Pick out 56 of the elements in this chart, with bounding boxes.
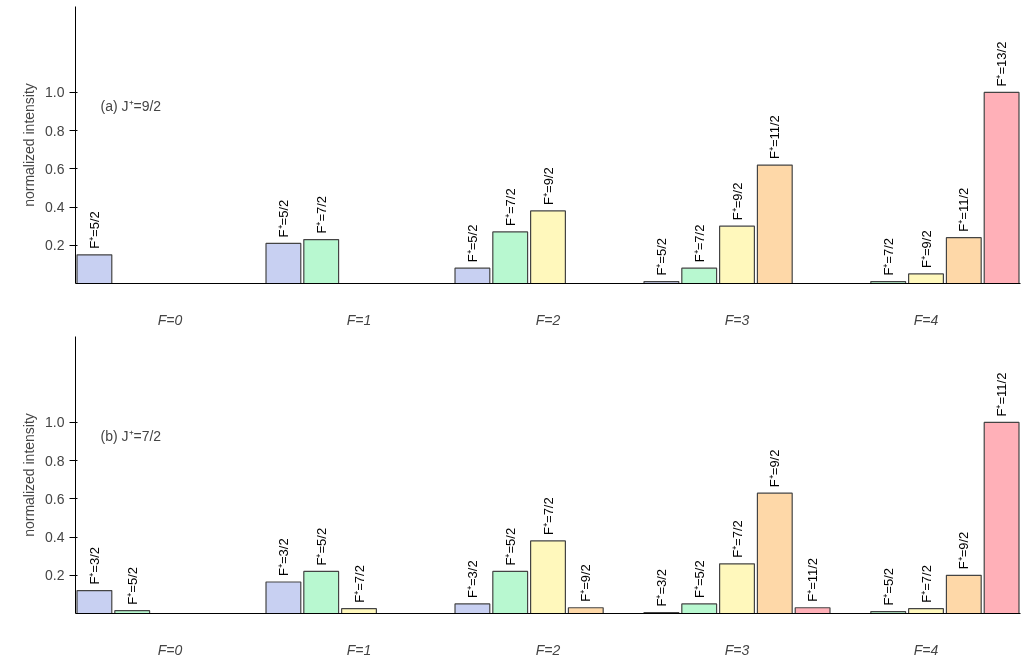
text: F⁺=5/2	[275, 199, 291, 238]
text: F⁺=7/2	[880, 237, 896, 276]
text: F⁺=3/2	[464, 560, 480, 598]
text: F⁺=3/2	[275, 538, 291, 576]
text: F⁺=7/2	[729, 520, 745, 558]
text: F⁺=7/2	[313, 195, 329, 234]
text: F⁺=7/2	[691, 224, 707, 263]
y-axis-title: normalized intensity	[21, 83, 38, 207]
y-tick-label: 1.0	[45, 414, 65, 431]
x-tick-label: F=2	[535, 641, 561, 658]
x-tick-label: F=2	[535, 311, 561, 328]
y-tick-label: 0.4	[45, 529, 65, 546]
y-tick-label: 0.2	[45, 237, 65, 254]
text: F⁺=3/2	[86, 546, 102, 585]
text: F⁺=9/2	[767, 449, 783, 488]
text: F⁺=7/2	[502, 188, 518, 226]
annotation: (a) J⁺=9/2	[100, 98, 162, 115]
text: F⁺=9/2	[578, 564, 594, 602]
y-tick-label: 0.8	[45, 122, 65, 139]
text: F⁺=5/2	[880, 567, 896, 606]
text: F⁺=11/2	[956, 187, 972, 232]
text: F⁺=11/2	[767, 115, 783, 160]
x-tick-label: F=1	[346, 311, 372, 328]
y-tick-label: 1.0	[45, 84, 65, 101]
x-tick-label: F=1	[346, 641, 372, 658]
text: F⁺=5/2	[124, 567, 140, 605]
annotation: (b) J⁺=7/2	[100, 428, 162, 445]
text: F⁺=9/2	[540, 167, 556, 205]
text: F⁺=5/2	[464, 224, 480, 263]
text: F⁺=5/2	[86, 211, 102, 249]
x-tick-label: F=3	[724, 311, 750, 328]
x-tick-label: F=0	[157, 641, 183, 658]
text: F⁺=7/2	[351, 565, 367, 603]
y-tick-label: 0.4	[45, 199, 65, 216]
text: F⁺=5/2	[653, 237, 669, 276]
text: F⁺=11/2	[805, 557, 821, 602]
y-tick-label: 0.8	[45, 452, 65, 469]
text: F⁺=3/2	[653, 568, 669, 607]
y-tick-label: 0.2	[45, 567, 65, 584]
y-axis-title: normalized intensity	[21, 413, 38, 537]
text: F⁺=9/2	[918, 230, 934, 268]
text: F⁺=5/2	[691, 560, 707, 598]
text: F⁺=5/2	[502, 527, 518, 566]
x-tick-label: F=4	[913, 641, 939, 658]
y-tick-label: 0.6	[45, 160, 65, 177]
x-tick-label: F=3	[724, 641, 750, 658]
text: F⁺=11/2	[994, 372, 1010, 417]
y-tick-label: 0.6	[45, 490, 65, 507]
x-tick-label: F=0	[157, 311, 183, 328]
text: F⁺=13/2	[994, 41, 1010, 87]
text: F⁺=9/2	[956, 531, 972, 570]
text: F⁺=7/2	[918, 565, 934, 603]
text: F⁺=9/2	[729, 182, 745, 221]
text: F⁺=7/2	[540, 497, 556, 535]
text: F⁺=5/2	[313, 527, 329, 566]
x-tick-label: F=4	[913, 311, 939, 328]
